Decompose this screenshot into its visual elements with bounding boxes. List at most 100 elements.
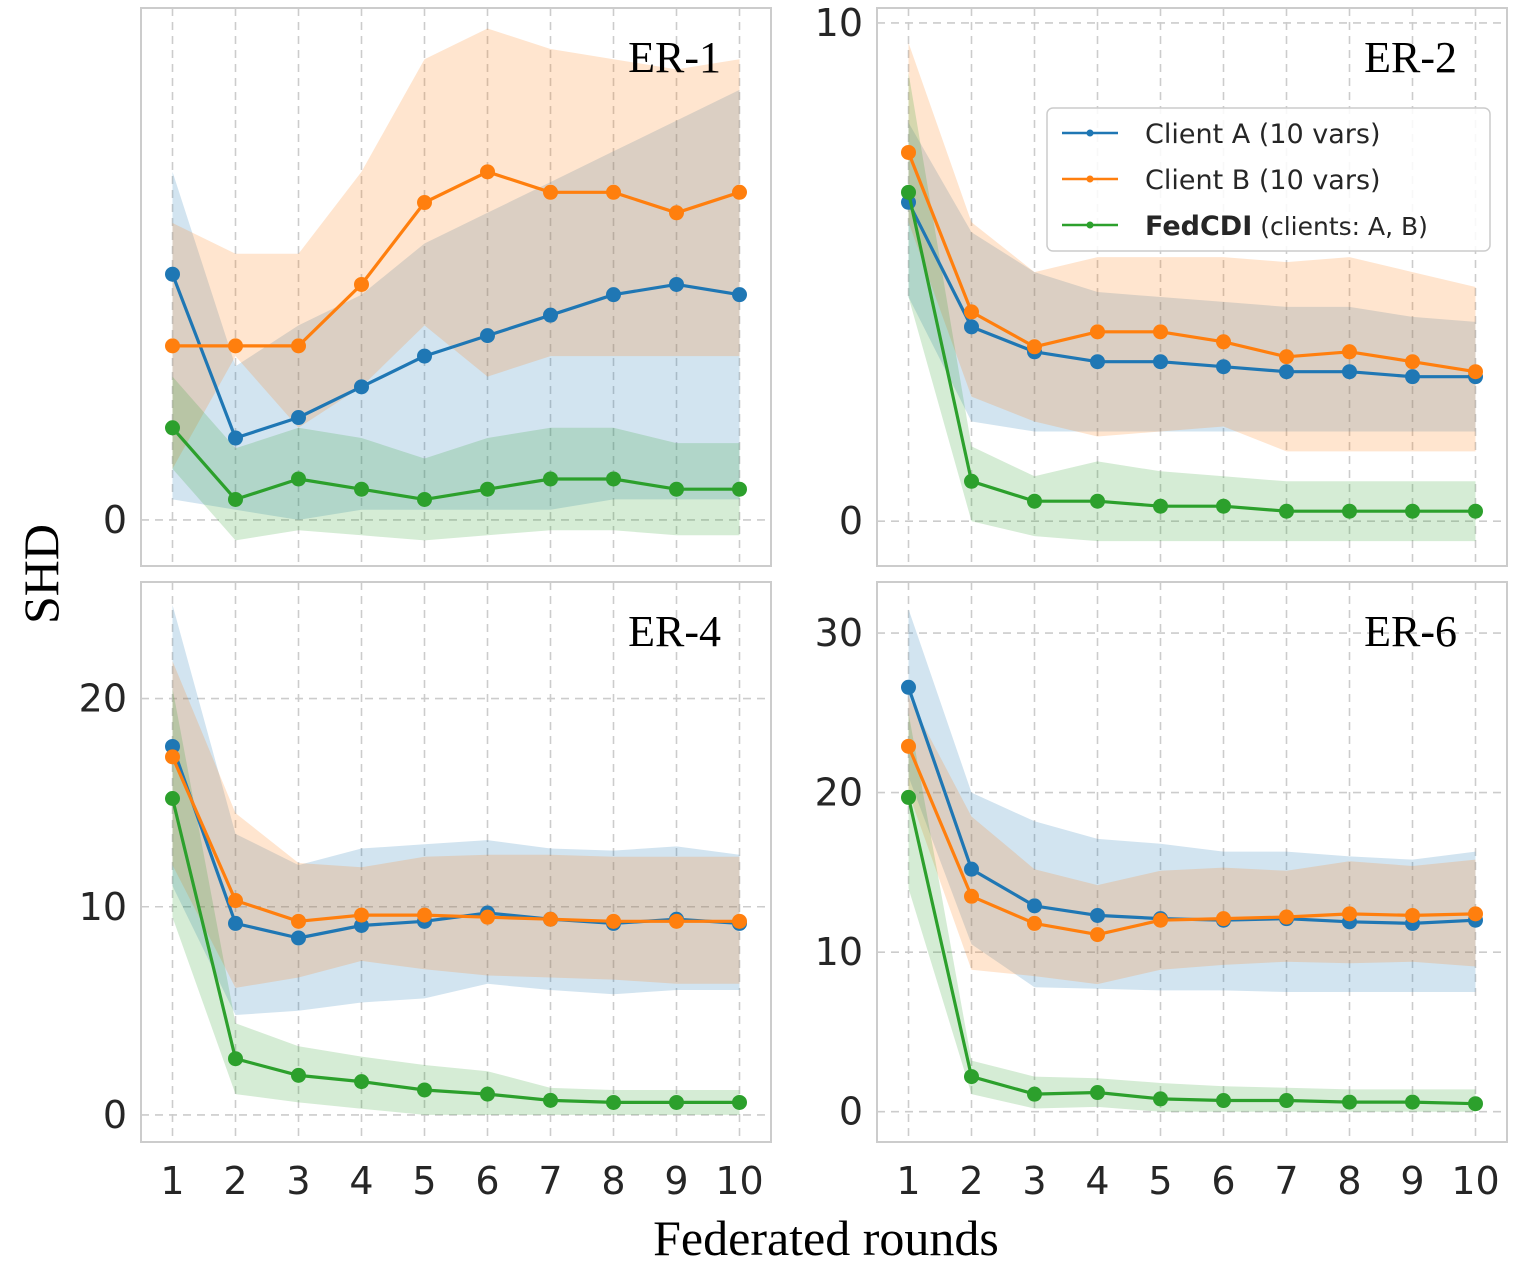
plot-frame: [876, 581, 1508, 1143]
legend: Client A (10 vars) Client B (10 vars) FedC…: [1046, 107, 1491, 252]
data-point: [669, 913, 684, 929]
series-line: [907, 151, 1476, 374]
data-point: [543, 911, 558, 927]
x-tick-label: 5: [1148, 1159, 1172, 1203]
data-point: [669, 276, 684, 292]
data-point: [1090, 907, 1105, 923]
data-point: [1405, 369, 1420, 385]
series-line: [907, 745, 1476, 937]
data-point: [543, 307, 558, 323]
panel-er-6: 0 10 20 30 1 2 3 4 5 6 7 8 9 10 ER-6: [815, 581, 1508, 1203]
data-point: [291, 930, 306, 946]
x-tick-label: 9: [664, 1159, 688, 1203]
data-point: [480, 481, 495, 497]
data-point: [228, 430, 243, 446]
data-point: [606, 1094, 621, 1110]
data-point: [480, 909, 495, 925]
data-point: [964, 304, 979, 320]
data-point: [291, 1067, 306, 1083]
x-tick-label: 10: [715, 1159, 763, 1203]
data-point: [543, 1092, 558, 1108]
legend-frame: [1046, 107, 1491, 252]
x-tick-label: 8: [601, 1159, 625, 1203]
data-point: [964, 473, 979, 489]
y-tick-label: 0: [103, 1093, 127, 1137]
data-point: [606, 471, 621, 487]
data-point: [606, 913, 621, 929]
y-tick-label: 0: [103, 498, 127, 542]
data-point: [1468, 364, 1483, 380]
band-fedcdi: [908, 712, 1476, 1112]
data-point: [1342, 364, 1357, 380]
plot-area: [141, 582, 771, 1142]
data-point: [543, 471, 558, 487]
data-point: [669, 205, 684, 221]
data-point: [1405, 1094, 1420, 1110]
data-point: [1216, 359, 1231, 375]
panel-er-2: 0 10 ER-2: [815, 1, 1508, 567]
series-line: [171, 273, 740, 440]
data-point: [964, 1069, 979, 1085]
data-point: [901, 679, 916, 695]
data-point: [291, 913, 306, 929]
data-point: [1279, 503, 1294, 519]
data-point: [1342, 906, 1357, 922]
data-point: [1090, 1085, 1105, 1101]
series-line: [171, 426, 740, 501]
x-tick-label: 4: [1085, 1159, 1109, 1203]
series-line: [906, 797, 1476, 1106]
band-client-a-10-vars: [172, 89, 740, 520]
data-point: [228, 915, 243, 931]
x-tick-label: 10: [1451, 1159, 1499, 1203]
data-point: [228, 1051, 243, 1067]
data-point: [901, 144, 916, 160]
legend-label-bold: FedCDI: [1145, 211, 1252, 242]
data-point: [1216, 911, 1231, 927]
data-point: [1405, 503, 1420, 519]
data-point: [1468, 503, 1483, 519]
panel-er-4: 0 10 20 1 2 3 4 5 6 7 8 9 10 ER-4: [79, 581, 772, 1203]
data-point: [291, 338, 306, 354]
plot-frame: [140, 581, 772, 1143]
data-point: [354, 276, 369, 292]
legend-label: Client A (10 vars): [1145, 119, 1381, 150]
x-tick-label: 8: [1337, 1159, 1361, 1203]
data-point: [543, 184, 558, 200]
y-axis-label: SHD: [13, 524, 69, 624]
series-line: [907, 201, 1476, 379]
y-tick-label: 20: [815, 771, 863, 815]
y-tick-label: 10: [815, 930, 863, 974]
series-line: [906, 191, 1476, 513]
data-point: [354, 917, 369, 933]
band-fedcdi: [172, 376, 740, 541]
data-point: [1153, 354, 1168, 370]
data-point: [606, 287, 621, 303]
data-point: [1216, 1093, 1231, 1109]
data-point: [732, 481, 747, 497]
data-point: [1342, 1094, 1357, 1110]
plot-frame: [140, 7, 772, 567]
x-tick-label: 6: [1211, 1159, 1235, 1203]
panel-title: ER-2: [1364, 33, 1457, 82]
data-point: [354, 379, 369, 395]
data-point: [165, 749, 180, 765]
data-point: [901, 184, 916, 200]
data-point: [417, 195, 432, 211]
x-tick-label: 1: [896, 1159, 920, 1203]
data-point: [669, 1094, 684, 1110]
data-point: [1468, 906, 1483, 922]
data-point: [417, 348, 432, 364]
data-point: [1279, 1093, 1294, 1109]
data-point: [1027, 493, 1042, 509]
data-point: [291, 410, 306, 426]
data-point: [732, 1094, 747, 1110]
data-point: [1153, 912, 1168, 928]
data-point: [901, 738, 916, 754]
x-tick-label: 7: [538, 1159, 562, 1203]
legend-marker: [1086, 129, 1094, 137]
y-tick-label: 0: [839, 1090, 863, 1134]
data-point: [732, 184, 747, 200]
y-tick-label: 30: [815, 611, 863, 655]
data-point: [354, 1074, 369, 1090]
